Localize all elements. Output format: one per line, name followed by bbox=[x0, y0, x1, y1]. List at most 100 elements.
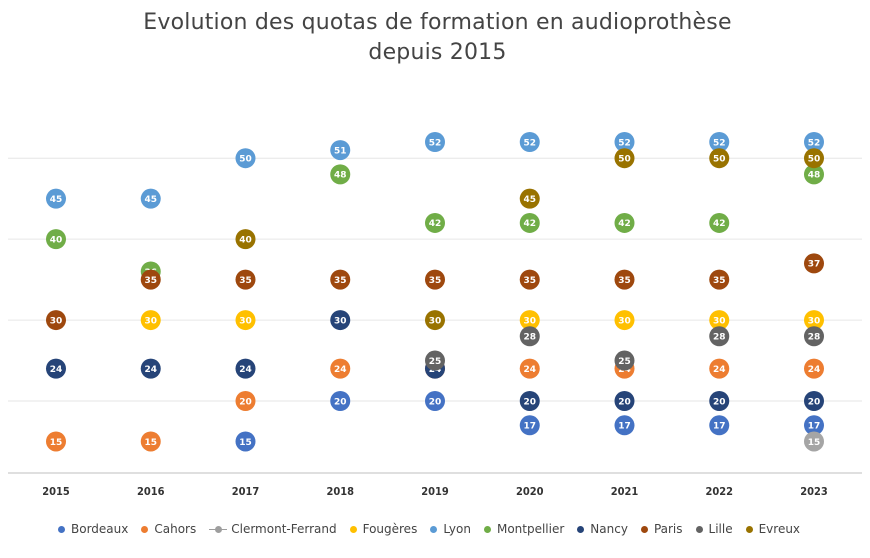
point-label: 50 bbox=[618, 154, 631, 164]
data-point: 45 bbox=[519, 188, 540, 209]
point-marker bbox=[709, 358, 730, 379]
data-point: 28 bbox=[519, 326, 540, 347]
data-point: 20 bbox=[709, 391, 730, 411]
point-label: 24 bbox=[334, 365, 347, 375]
point-label: 30 bbox=[808, 316, 821, 326]
data-point: 30 bbox=[614, 310, 635, 331]
point-label: 15 bbox=[239, 438, 252, 448]
data-point: 52 bbox=[614, 132, 635, 152]
point-marker bbox=[140, 431, 161, 452]
point-marker bbox=[519, 358, 540, 379]
point-label: 15 bbox=[144, 438, 157, 448]
data-point: 17 bbox=[804, 415, 824, 436]
point-label: 50 bbox=[239, 154, 252, 164]
data-point: 28 bbox=[709, 326, 730, 347]
point-marker bbox=[804, 310, 824, 331]
point-marker bbox=[330, 269, 351, 290]
point-marker bbox=[709, 391, 730, 411]
data-point: 17 bbox=[519, 415, 540, 436]
point-marker bbox=[46, 358, 66, 379]
data-point: 37 bbox=[804, 253, 824, 274]
point-label: 25 bbox=[429, 357, 442, 367]
data-point: 51 bbox=[330, 140, 351, 161]
point-label: 17 bbox=[618, 422, 631, 432]
data-point: 48 bbox=[330, 164, 351, 185]
legend-label: Lyon bbox=[443, 522, 471, 536]
x-tick-label: 2020 bbox=[516, 485, 544, 498]
legend-item: Montpellier bbox=[483, 522, 565, 536]
data-point: 15 bbox=[235, 431, 256, 452]
legend-marker bbox=[58, 525, 65, 533]
chart-title: Evolution des quotas de formation en aud… bbox=[0, 8, 870, 68]
point-label: 52 bbox=[618, 138, 631, 148]
point-label: 30 bbox=[144, 316, 157, 326]
data-point: 24 bbox=[330, 358, 351, 379]
point-label: 30 bbox=[239, 316, 252, 326]
x-tick-label: 2021 bbox=[611, 485, 639, 498]
point-marker bbox=[709, 212, 730, 233]
point-marker bbox=[804, 391, 824, 411]
data-point: 20 bbox=[614, 391, 635, 411]
point-marker bbox=[425, 132, 445, 152]
data-point: 30 bbox=[235, 310, 256, 331]
point-label: 40 bbox=[50, 235, 63, 245]
legend-label: Nancy bbox=[590, 522, 628, 536]
point-label: 45 bbox=[50, 195, 63, 205]
point-marker bbox=[235, 391, 256, 411]
point-marker bbox=[519, 415, 540, 436]
point-marker bbox=[614, 350, 635, 371]
legend-label: Evreux bbox=[758, 522, 801, 536]
legend-label: Clermont-Ferrand bbox=[231, 522, 337, 536]
legend-marker bbox=[745, 525, 753, 533]
data-point: 28 bbox=[804, 326, 824, 347]
data-point: 35 bbox=[330, 269, 351, 290]
legend-item: Paris bbox=[640, 522, 683, 536]
legend-label: Montpellier bbox=[496, 522, 565, 536]
point-label: 35 bbox=[523, 276, 536, 286]
point-marker bbox=[235, 269, 256, 290]
data-point: 25 bbox=[425, 350, 445, 371]
data-point: 52 bbox=[425, 132, 445, 152]
data-point: 42 bbox=[519, 212, 540, 233]
point-marker bbox=[140, 269, 161, 290]
point-label: 28 bbox=[713, 333, 726, 343]
legend-marker bbox=[695, 525, 703, 533]
point-label: 20 bbox=[429, 397, 442, 407]
point-label: 17 bbox=[713, 422, 726, 432]
point-marker bbox=[709, 148, 730, 169]
point-marker bbox=[804, 326, 824, 347]
point-label: 40 bbox=[239, 235, 252, 245]
point-marker bbox=[519, 391, 540, 411]
data-point: 15 bbox=[46, 431, 66, 452]
data-points: 15 20 20 17 17 17 17 15 15 20 24 24 24 24 24 24 15 30 30 30… bbox=[46, 132, 824, 452]
legend-label: Fougères bbox=[362, 522, 418, 536]
point-label: 20 bbox=[713, 397, 726, 407]
x-tick-label: 2022 bbox=[705, 485, 733, 498]
point-marker bbox=[804, 253, 824, 274]
data-point: 35 bbox=[140, 269, 161, 290]
legend-item: Clermont-Ferrand bbox=[209, 522, 337, 536]
point-marker bbox=[519, 269, 540, 290]
point-label: 15 bbox=[808, 438, 821, 448]
point-label: 20 bbox=[618, 397, 631, 407]
data-point: 25 bbox=[614, 350, 635, 371]
point-label: 42 bbox=[713, 219, 726, 229]
point-label: 45 bbox=[144, 195, 157, 205]
legend-marker bbox=[430, 525, 438, 533]
legend-label: Paris bbox=[653, 522, 683, 536]
point-label: 35 bbox=[239, 276, 252, 286]
point-marker bbox=[46, 229, 66, 250]
data-point: 50 bbox=[614, 148, 635, 169]
data-point: 42 bbox=[614, 212, 635, 233]
point-label: 51 bbox=[334, 146, 347, 156]
point-label: 52 bbox=[713, 138, 726, 148]
data-point: 30 bbox=[425, 310, 445, 331]
legend-marker bbox=[349, 525, 357, 533]
data-point: 45 bbox=[140, 188, 161, 209]
point-marker bbox=[709, 415, 730, 436]
point-marker bbox=[804, 132, 824, 152]
legend-label: Lille bbox=[708, 522, 733, 536]
point-label: 30 bbox=[429, 316, 442, 326]
data-point: 15 bbox=[140, 431, 161, 452]
x-axis-ticks: 2015 2016 2017 2018 2019 2020 2021 2022 2023 bbox=[42, 485, 828, 498]
